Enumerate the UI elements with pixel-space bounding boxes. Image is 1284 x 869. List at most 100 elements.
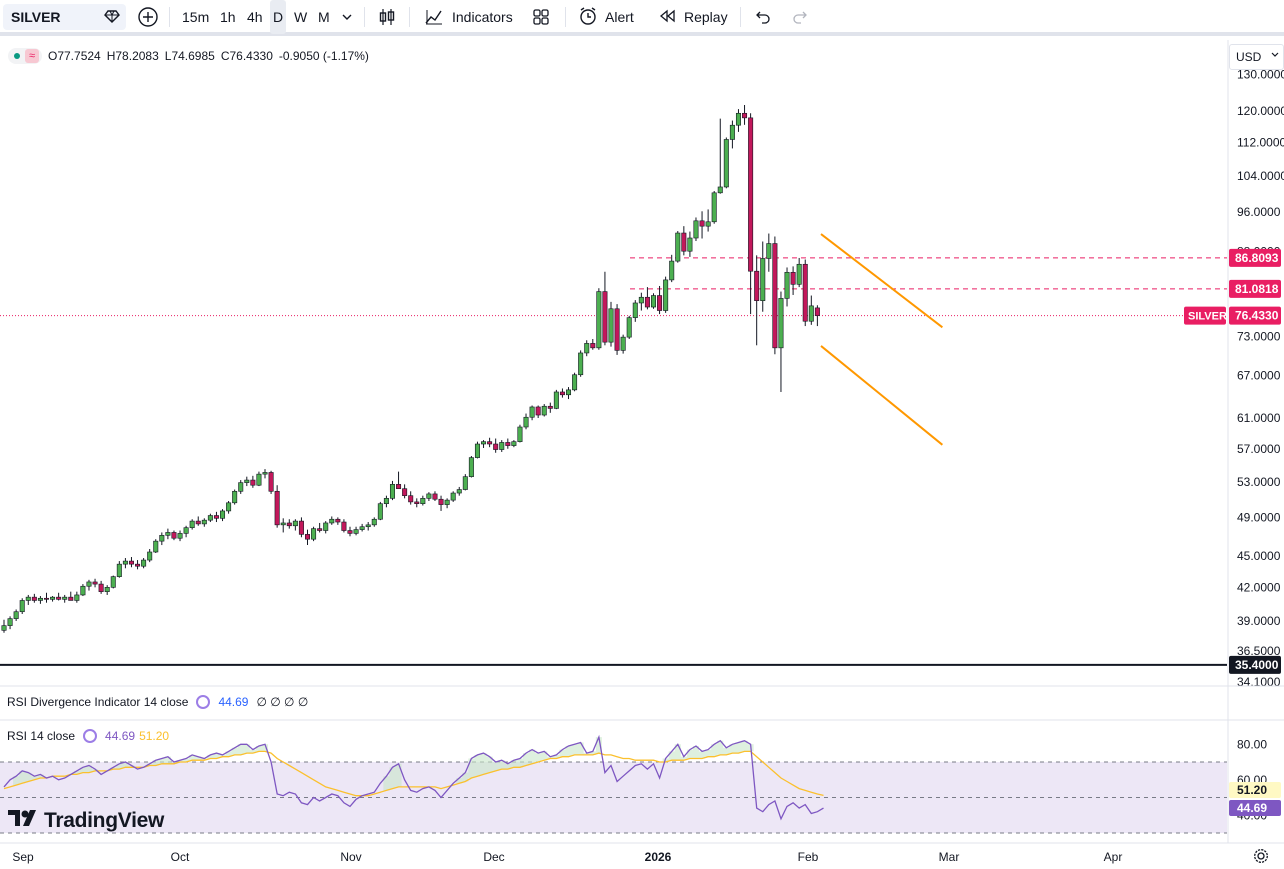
candle: [92, 578, 98, 588]
candle-body: [596, 291, 602, 349]
candle: [116, 561, 122, 578]
price-axis-label: 39.0000: [1237, 614, 1281, 628]
replay-button[interactable]: Replay: [658, 0, 728, 34]
candle: [742, 104, 748, 125]
candles-icon[interactable]: [378, 0, 396, 34]
candle: [220, 509, 226, 522]
ohlc-high: H78.2083: [106, 49, 159, 63]
candle-body: [189, 520, 195, 528]
candle: [735, 109, 741, 132]
candle: [566, 387, 572, 400]
horizontal-line-tag: [1229, 655, 1281, 674]
candle: [699, 211, 705, 239]
price-levels: [0, 257, 1227, 666]
add-symbol-icon[interactable]: [137, 0, 159, 34]
candle: [505, 438, 511, 449]
candle-body: [644, 296, 650, 308]
candle-body: [408, 495, 414, 503]
candle-body: [481, 441, 487, 445]
candle-body: [663, 279, 669, 311]
candle: [790, 266, 796, 295]
candle-body: [262, 472, 268, 475]
candle: [13, 609, 19, 621]
toolbar-divider: [364, 7, 365, 27]
candle: [705, 209, 711, 232]
price-axis: 130.0000 120.0000 112.0000 104.0000 96.0000 8…: [1227, 40, 1284, 843]
diamond-icon[interactable]: [104, 8, 120, 27]
rsi-value-tag: [1229, 782, 1281, 798]
candle: [438, 495, 444, 511]
candle-body: [814, 307, 820, 316]
toolbar-divider: [565, 7, 566, 27]
interval-4h[interactable]: 4h: [247, 9, 263, 25]
candle-body: [207, 515, 213, 521]
candle-body: [183, 527, 189, 534]
ohlc-change: -0.9050 (-1.17%): [278, 49, 369, 63]
candle: [110, 575, 116, 589]
interval-d[interactable]: D: [270, 0, 287, 34]
candle: [50, 596, 56, 602]
candle: [232, 489, 238, 505]
rsi-divergence-legend[interactable]: RSI Divergence Indicator 14 close 44.69 …: [7, 695, 308, 709]
candle-body: [760, 258, 766, 301]
candle-body: [226, 502, 232, 512]
price-axis-label: 36.5000: [1237, 644, 1281, 658]
candle: [128, 557, 134, 568]
price-axis-label: 130.0000: [1237, 68, 1284, 82]
candle-body: [784, 271, 790, 299]
templates-icon[interactable]: [532, 0, 550, 34]
alert-icon: [578, 6, 598, 29]
candle: [675, 231, 681, 263]
candle: [796, 257, 802, 288]
interval-m[interactable]: M: [318, 9, 330, 25]
chevron-down-icon[interactable]: [341, 0, 353, 34]
candle-body: [547, 405, 553, 409]
currency-selector[interactable]: USD: [1229, 44, 1284, 70]
price-axis-label: 42.0000: [1237, 580, 1281, 594]
rsi-value-tag-text: 51.20: [1237, 783, 1267, 797]
candle-body: [535, 406, 541, 416]
interval-15m[interactable]: 15m: [182, 9, 210, 25]
rsi-legend[interactable]: RSI 14 close 44.69 51.20: [7, 729, 169, 743]
candle: [304, 529, 310, 546]
candle-body: [153, 540, 159, 553]
market-status-badge[interactable]: ≈: [8, 48, 42, 64]
indicators-button[interactable]: Indicators: [424, 0, 513, 34]
candle-body: [772, 243, 778, 349]
candle-body: [699, 220, 705, 227]
alert-button[interactable]: Alert: [578, 0, 634, 34]
candle-body: [723, 139, 729, 188]
candle: [147, 549, 153, 563]
symbol-search[interactable]: SILVER: [3, 4, 126, 30]
candle-body: [529, 406, 535, 418]
time-axis: Sep Oct Nov Dec 2026 Feb Mar Apr: [0, 685, 1284, 864]
candle: [183, 525, 189, 538]
tradingview-logo[interactable]: TradingView: [8, 809, 164, 833]
candle: [201, 518, 207, 527]
settings-gear-icon[interactable]: [1253, 848, 1269, 868]
candle: [760, 241, 766, 312]
interval-w[interactable]: W: [294, 9, 308, 25]
candle: [590, 339, 596, 350]
candle: [414, 498, 420, 508]
candle-body: [98, 583, 104, 592]
rsi-line: [3, 734, 824, 821]
redo-icon[interactable]: [791, 0, 809, 34]
interval-1h[interactable]: 1h: [220, 9, 236, 25]
candle: [213, 511, 219, 523]
candle: [311, 526, 317, 542]
candle: [262, 469, 268, 479]
undo-icon[interactable]: [754, 0, 772, 34]
candle: [717, 118, 723, 194]
candle: [335, 517, 341, 525]
candle: [159, 532, 165, 546]
candle-body: [717, 186, 723, 194]
candle: [122, 558, 128, 569]
candle: [450, 491, 456, 502]
candle: [559, 388, 565, 398]
candle: [693, 217, 699, 242]
candle-body: [286, 522, 292, 527]
candle: [614, 304, 620, 355]
trendline: [820, 233, 943, 329]
